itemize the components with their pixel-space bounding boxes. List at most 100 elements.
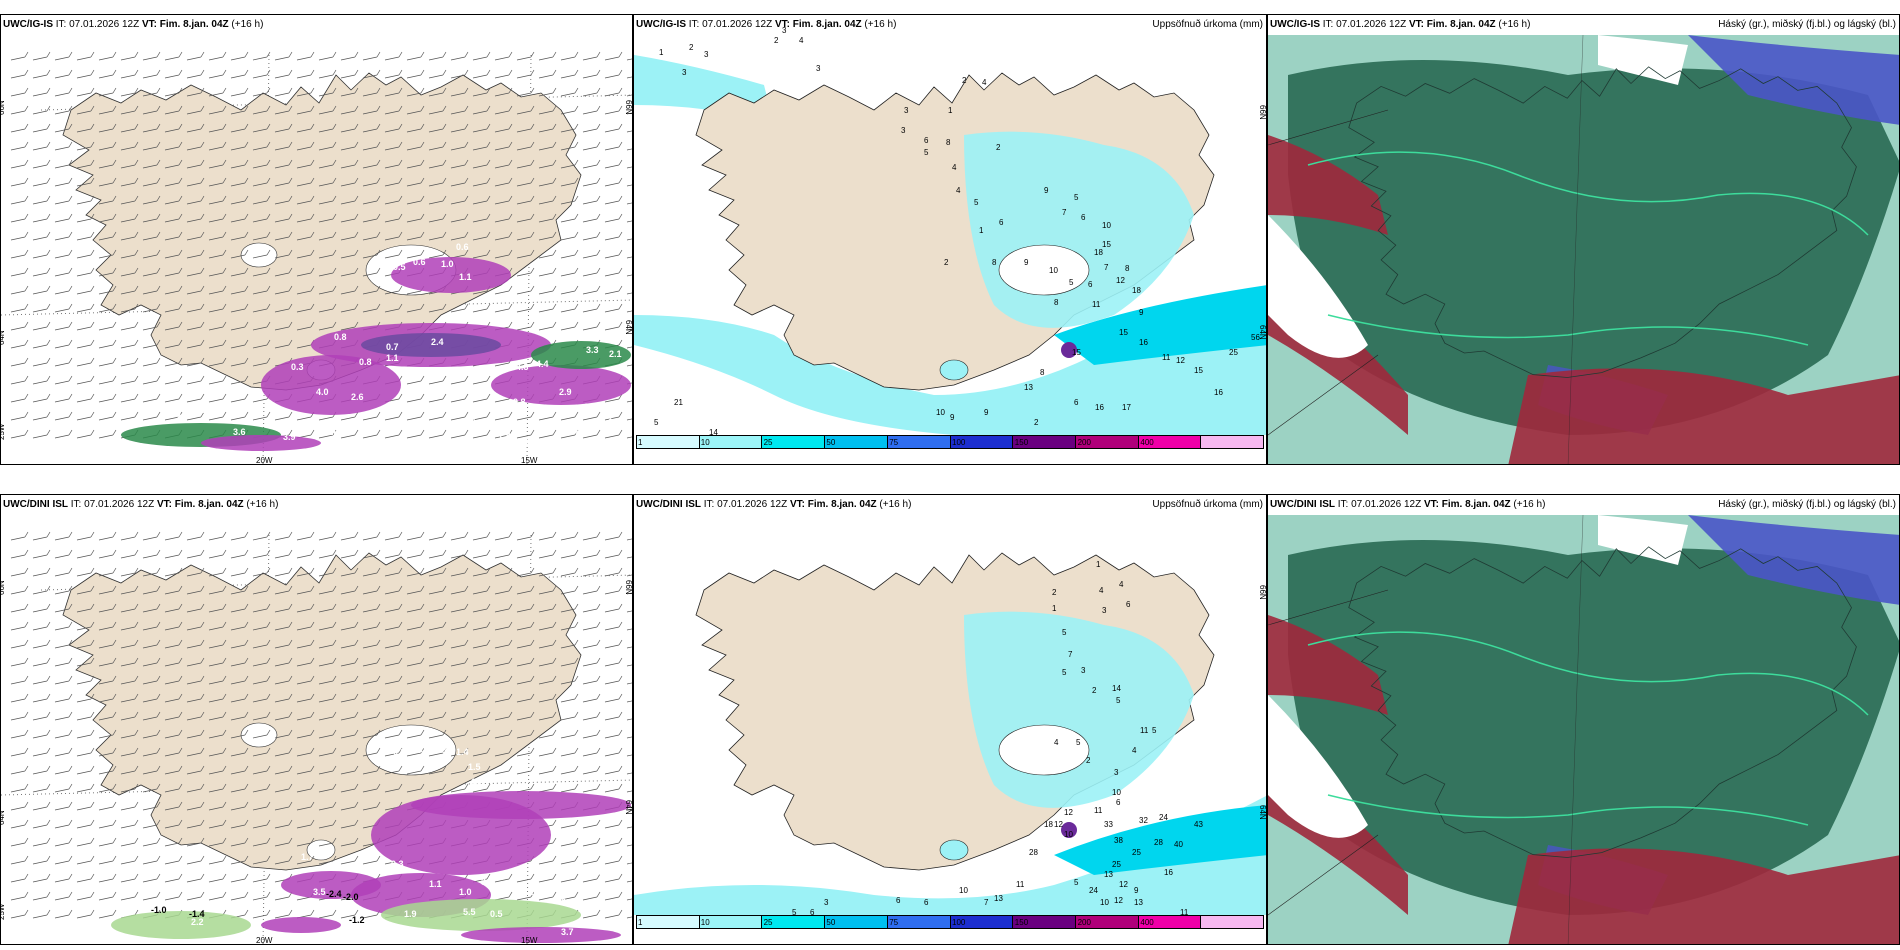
- value-label: 4.0: [316, 387, 329, 397]
- colorbar-swatch: [762, 436, 826, 448]
- panel-title: UWC/DINI ISL IT: 07.01.2026 12Z VT: Fim.…: [636, 499, 912, 510]
- axis-label: 66N: [1, 580, 6, 595]
- value-label: 2.7: [176, 412, 189, 422]
- value-label: 0.9: [621, 862, 633, 872]
- value-label: 1.0: [336, 905, 349, 915]
- cloud-map: [1268, 15, 1899, 464]
- value-label: 10: [1064, 830, 1073, 839]
- colorbar-tick-label: 75: [889, 918, 899, 927]
- value-label: 7: [1104, 263, 1109, 272]
- colorbar-swatch: [1013, 916, 1076, 928]
- colorbar-swatch: [1201, 916, 1264, 928]
- value-label: 10: [1102, 221, 1111, 230]
- axis-label: 25W: [1, 903, 6, 920]
- value-label: 13: [1134, 898, 1143, 907]
- value-label: 6: [896, 896, 901, 905]
- value-label: 3: [904, 106, 909, 115]
- value-label: 12: [1064, 808, 1073, 817]
- value-label: 5: [792, 908, 797, 917]
- value-label: 2.4: [431, 337, 444, 347]
- value-label: 11: [1140, 726, 1149, 735]
- panel-title: UWC/DINI ISL IT: 07.01.2026 12Z VT: Fim.…: [3, 499, 279, 510]
- colorbar: [636, 915, 1264, 929]
- value-label: 5: [654, 418, 659, 427]
- axis-label: 25W: [1, 423, 6, 440]
- value-label: 13: [994, 894, 1003, 903]
- axis-label: 64N: [1, 330, 6, 345]
- value-label: 33: [1104, 820, 1113, 829]
- value-label: 1.3: [434, 745, 447, 755]
- value-label: 9: [1134, 886, 1139, 895]
- value-label: 2.2: [496, 882, 509, 892]
- value-label: 9: [950, 413, 955, 422]
- value-label: 3.3: [481, 877, 494, 887]
- axis-label: 66N: [624, 100, 633, 115]
- value-label: 3.3: [586, 345, 599, 355]
- value-label: 13: [1024, 383, 1033, 392]
- value-label: 9: [1139, 308, 1144, 317]
- value-label: 16: [1164, 868, 1173, 877]
- colorbar-swatch: [699, 916, 763, 928]
- panel-title: UWC/IG-IS IT: 07.01.2026 12Z VT: Fim. 8.…: [3, 19, 264, 30]
- value-label: 16: [1095, 403, 1104, 412]
- cloud-map: [1268, 495, 1899, 944]
- value-label: 10: [936, 408, 945, 417]
- value-label: 1.4: [456, 747, 469, 757]
- value-label: 11: [1180, 908, 1189, 917]
- axis-label: 64N: [1258, 805, 1267, 820]
- axis-label: 15W: [521, 456, 538, 465]
- value-label: 2: [689, 43, 694, 52]
- value-label: 2: [1086, 756, 1091, 765]
- value-label: 6.3: [591, 867, 604, 877]
- value-label: 0.6: [326, 427, 339, 437]
- value-label: 0.3: [291, 362, 304, 372]
- colorbar-swatch: [762, 916, 826, 928]
- colorbar-swatch: [699, 436, 763, 448]
- colorbar-swatch: [1138, 436, 1202, 448]
- value-label: 2.6: [526, 887, 539, 897]
- value-label: 3: [704, 50, 709, 59]
- value-label: 17: [1122, 403, 1131, 412]
- panel-title: UWC/DINI ISL IT: 07.01.2026 12Z VT: Fim.…: [1270, 499, 1546, 510]
- value-label: 1.9: [404, 909, 417, 919]
- colorbar-tick-label: 1: [638, 438, 643, 447]
- colorbar-swatch: [825, 916, 888, 928]
- colorbar: [636, 435, 1264, 449]
- value-label: 10: [959, 886, 968, 895]
- panel-right-title: Háský (gr.), miðský (fj.bl.) og lágský (…: [1718, 19, 1896, 30]
- value-label: 10: [1112, 788, 1121, 797]
- value-label: 18: [1132, 286, 1141, 295]
- value-label: 12: [1054, 820, 1063, 829]
- value-label: 5.5: [463, 907, 476, 917]
- value-label: 3: [816, 64, 821, 73]
- value-label: 2: [1092, 686, 1097, 695]
- value-label: 15: [1194, 366, 1203, 375]
- axis-label: 15W: [521, 936, 538, 945]
- value-label: 3: [1081, 666, 1086, 675]
- value-label: 6: [1074, 398, 1079, 407]
- value-label: 5: [1116, 696, 1121, 705]
- value-label: 32: [1139, 816, 1148, 825]
- value-label: 9: [1024, 258, 1029, 267]
- panel-precip-bottom: UWC/DINI ISL IT: 07.01.2026 12Z VT: Fim.…: [633, 494, 1267, 945]
- value-label: 1.1: [459, 272, 472, 282]
- panel-title: UWC/IG-IS IT: 07.01.2026 12Z VT: Fim. 8.…: [636, 19, 897, 30]
- value-label: 1: [1096, 560, 1101, 569]
- value-label: 1.0: [441, 259, 454, 269]
- value-label: 2: [962, 76, 967, 85]
- value-label: 28: [1154, 838, 1163, 847]
- value-label: 5: [924, 148, 929, 157]
- value-label: -1.2: [349, 915, 365, 925]
- value-label: 1: [979, 226, 984, 235]
- value-label: 2.2: [191, 917, 204, 927]
- value-label: 16: [1214, 388, 1223, 397]
- value-label: 7: [1062, 208, 1067, 217]
- value-label: 3: [901, 126, 906, 135]
- value-label: 6: [1081, 213, 1086, 222]
- value-label: 1.0: [463, 417, 476, 427]
- value-label: 5: [1062, 628, 1067, 637]
- value-label: 5: [1074, 878, 1079, 887]
- value-label: 12: [1116, 276, 1125, 285]
